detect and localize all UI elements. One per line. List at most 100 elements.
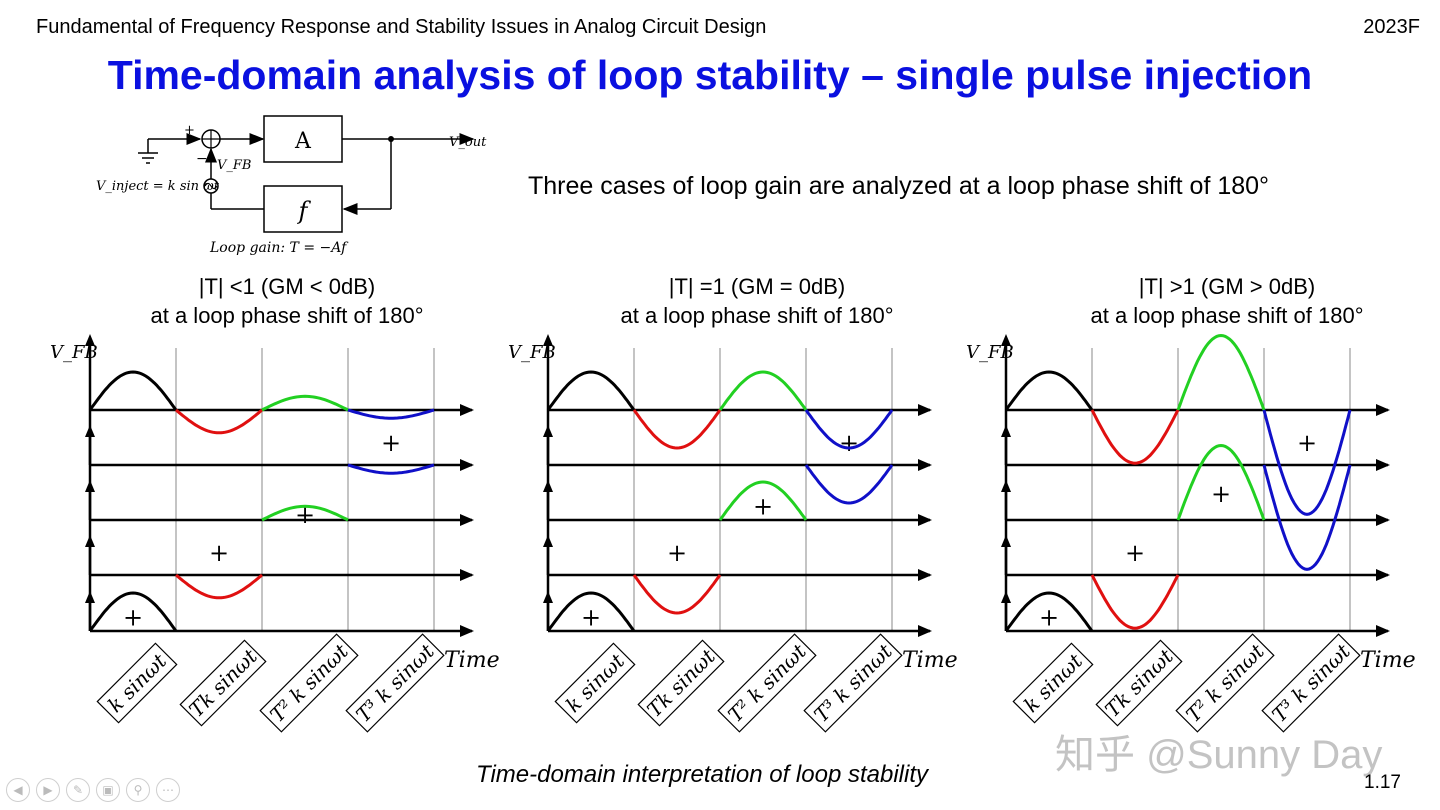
arrowhead bbox=[1001, 591, 1011, 603]
term-label-frame bbox=[1261, 633, 1361, 733]
arrowhead bbox=[460, 404, 474, 416]
term-label: Tk sinωt bbox=[1100, 644, 1178, 722]
term-label: Tk sinωt bbox=[642, 644, 720, 722]
term-label: T² k sinωt bbox=[265, 638, 353, 726]
next-icon[interactable]: ▶ bbox=[36, 778, 60, 802]
arrowhead bbox=[918, 569, 932, 581]
inject-label: V_inject = k sin ωt bbox=[96, 179, 220, 194]
term-label-box: T² k sinωt bbox=[259, 633, 359, 733]
arrowhead bbox=[1001, 334, 1011, 346]
arrowhead bbox=[85, 334, 95, 346]
sum-mark: + bbox=[295, 501, 315, 529]
case-1-heading: |T| <1 (GM < 0dB) at a loop phase shift … bbox=[112, 272, 462, 330]
term-1-wave bbox=[632, 574, 722, 615]
term-label: Tk sinωt bbox=[184, 644, 262, 722]
term-label-frame bbox=[96, 642, 178, 724]
x-axis-label: Time bbox=[444, 648, 500, 673]
arrowhead bbox=[460, 569, 474, 581]
term-label: T³ k sinωt bbox=[351, 638, 439, 726]
term-label-frame bbox=[179, 639, 267, 727]
fb-node-label: V_FB bbox=[217, 158, 251, 173]
term-label-frame bbox=[345, 633, 445, 733]
case-1-phase: at a loop phase shift of 180° bbox=[150, 303, 424, 328]
arrowhead bbox=[1376, 569, 1390, 581]
sum-mark: + bbox=[1125, 539, 1145, 567]
case-3-condition: |T| >1 (GM > 0dB) bbox=[1138, 274, 1316, 299]
sum-mark: + bbox=[1297, 429, 1317, 457]
term-label-box: T³ k sinωt bbox=[345, 633, 445, 733]
x-axis-label: Time bbox=[1360, 648, 1416, 673]
pen-icon[interactable]: ✎ bbox=[66, 778, 90, 802]
output-label: V_out bbox=[449, 135, 487, 150]
term-2-wave bbox=[1176, 443, 1266, 521]
sum-mark: + bbox=[667, 539, 687, 567]
arrowhead bbox=[1001, 535, 1011, 547]
slides-icon[interactable]: ▣ bbox=[96, 778, 120, 802]
sum-mark: + bbox=[381, 429, 401, 457]
sum-term-1-wave bbox=[175, 408, 263, 435]
term-label: T³ k sinωt bbox=[1267, 638, 1355, 726]
case-3-phase: at a loop phase shift of 180° bbox=[1090, 303, 1364, 328]
term-label-frame bbox=[554, 642, 636, 724]
arrowhead bbox=[85, 535, 95, 547]
amp-label: A bbox=[294, 129, 312, 154]
term-label: T³ k sinωt bbox=[809, 638, 897, 726]
term-2-wave bbox=[261, 504, 349, 522]
arrowhead bbox=[1376, 625, 1390, 637]
arrowhead bbox=[918, 459, 932, 471]
arrowhead bbox=[918, 514, 932, 526]
arrowhead bbox=[543, 591, 553, 603]
term-label-box: k sinωt bbox=[554, 642, 636, 724]
term-label: T² k sinωt bbox=[723, 638, 811, 726]
more-icon[interactable]: ⋯ bbox=[156, 778, 180, 802]
case-3-heading: |T| >1 (GM > 0dB) at a loop phase shift … bbox=[1052, 272, 1402, 330]
term-label-box: Tk sinωt bbox=[179, 639, 267, 727]
case-3-waveforms: V_FB Time + + + + k sinωt Tk sinωt T² k sinωtT³ … bbox=[966, 333, 1416, 733]
sum-term-1-wave bbox=[632, 409, 722, 450]
term-label-frame bbox=[637, 639, 725, 727]
sum-term-3-wave bbox=[347, 408, 435, 420]
term-0-wave bbox=[88, 591, 178, 632]
amplifier-block bbox=[263, 115, 343, 163]
term-label-frame bbox=[1095, 639, 1183, 727]
sum-mark: + bbox=[581, 604, 601, 632]
term-1-wave bbox=[175, 573, 263, 600]
arrowhead bbox=[543, 535, 553, 547]
sum-term-2-wave bbox=[261, 394, 349, 412]
minus-sign: − bbox=[196, 151, 208, 167]
arrowhead bbox=[543, 480, 553, 492]
block-diagram: + − A V_out f V_FB V_inject = k sin ωt L… bbox=[96, 115, 487, 256]
sum-term-0-wave bbox=[1004, 370, 1094, 411]
watermark: 知乎 @Sunny Day bbox=[1055, 733, 1383, 777]
case-2-phase: at a loop phase shift of 180° bbox=[620, 303, 894, 328]
arrowhead bbox=[543, 425, 553, 437]
plus-sign: + bbox=[184, 123, 195, 138]
y-axis-label: V_FB bbox=[50, 342, 98, 363]
year-label: 2023F bbox=[1363, 16, 1420, 38]
arrowhead bbox=[1376, 514, 1390, 526]
term-3-wave bbox=[804, 464, 894, 505]
term-0-wave bbox=[1004, 591, 1094, 632]
y-axis-label: V_FB bbox=[508, 342, 556, 363]
term-label: k sinωt bbox=[1019, 648, 1088, 717]
slide-toolbar: ◀ ▶ ✎ ▣ ⚲ ⋯ bbox=[6, 778, 180, 802]
term-3-wave bbox=[1262, 464, 1352, 571]
zoom-icon[interactable]: ⚲ bbox=[126, 778, 150, 802]
term-label: k sinωt bbox=[561, 648, 630, 717]
term-label-box: T² k sinωt bbox=[1175, 633, 1275, 733]
figure-caption: Time-domain interpretation of loop stabi… bbox=[476, 761, 929, 788]
case-1-waveforms: V_FB Time + + + + k sinωt Tk sinωt T² k sinωtT³ … bbox=[50, 334, 500, 733]
arrowhead bbox=[918, 625, 932, 637]
prev-icon[interactable]: ◀ bbox=[6, 778, 30, 802]
term-1-wave bbox=[1090, 574, 1180, 630]
term-label: T² k sinωt bbox=[1181, 638, 1269, 726]
arrowhead bbox=[460, 625, 474, 637]
term-label-frame bbox=[803, 633, 903, 733]
y-axis-label: V_FB bbox=[966, 342, 1014, 363]
case-2-heading: |T| =1 (GM = 0dB) at a loop phase shift … bbox=[582, 272, 932, 330]
sum-term-0-wave bbox=[88, 370, 178, 411]
sum-term-3-wave bbox=[804, 409, 894, 450]
arrowhead bbox=[543, 334, 553, 346]
page-number: 1.17 bbox=[1364, 772, 1401, 793]
arrowhead bbox=[1376, 459, 1390, 471]
